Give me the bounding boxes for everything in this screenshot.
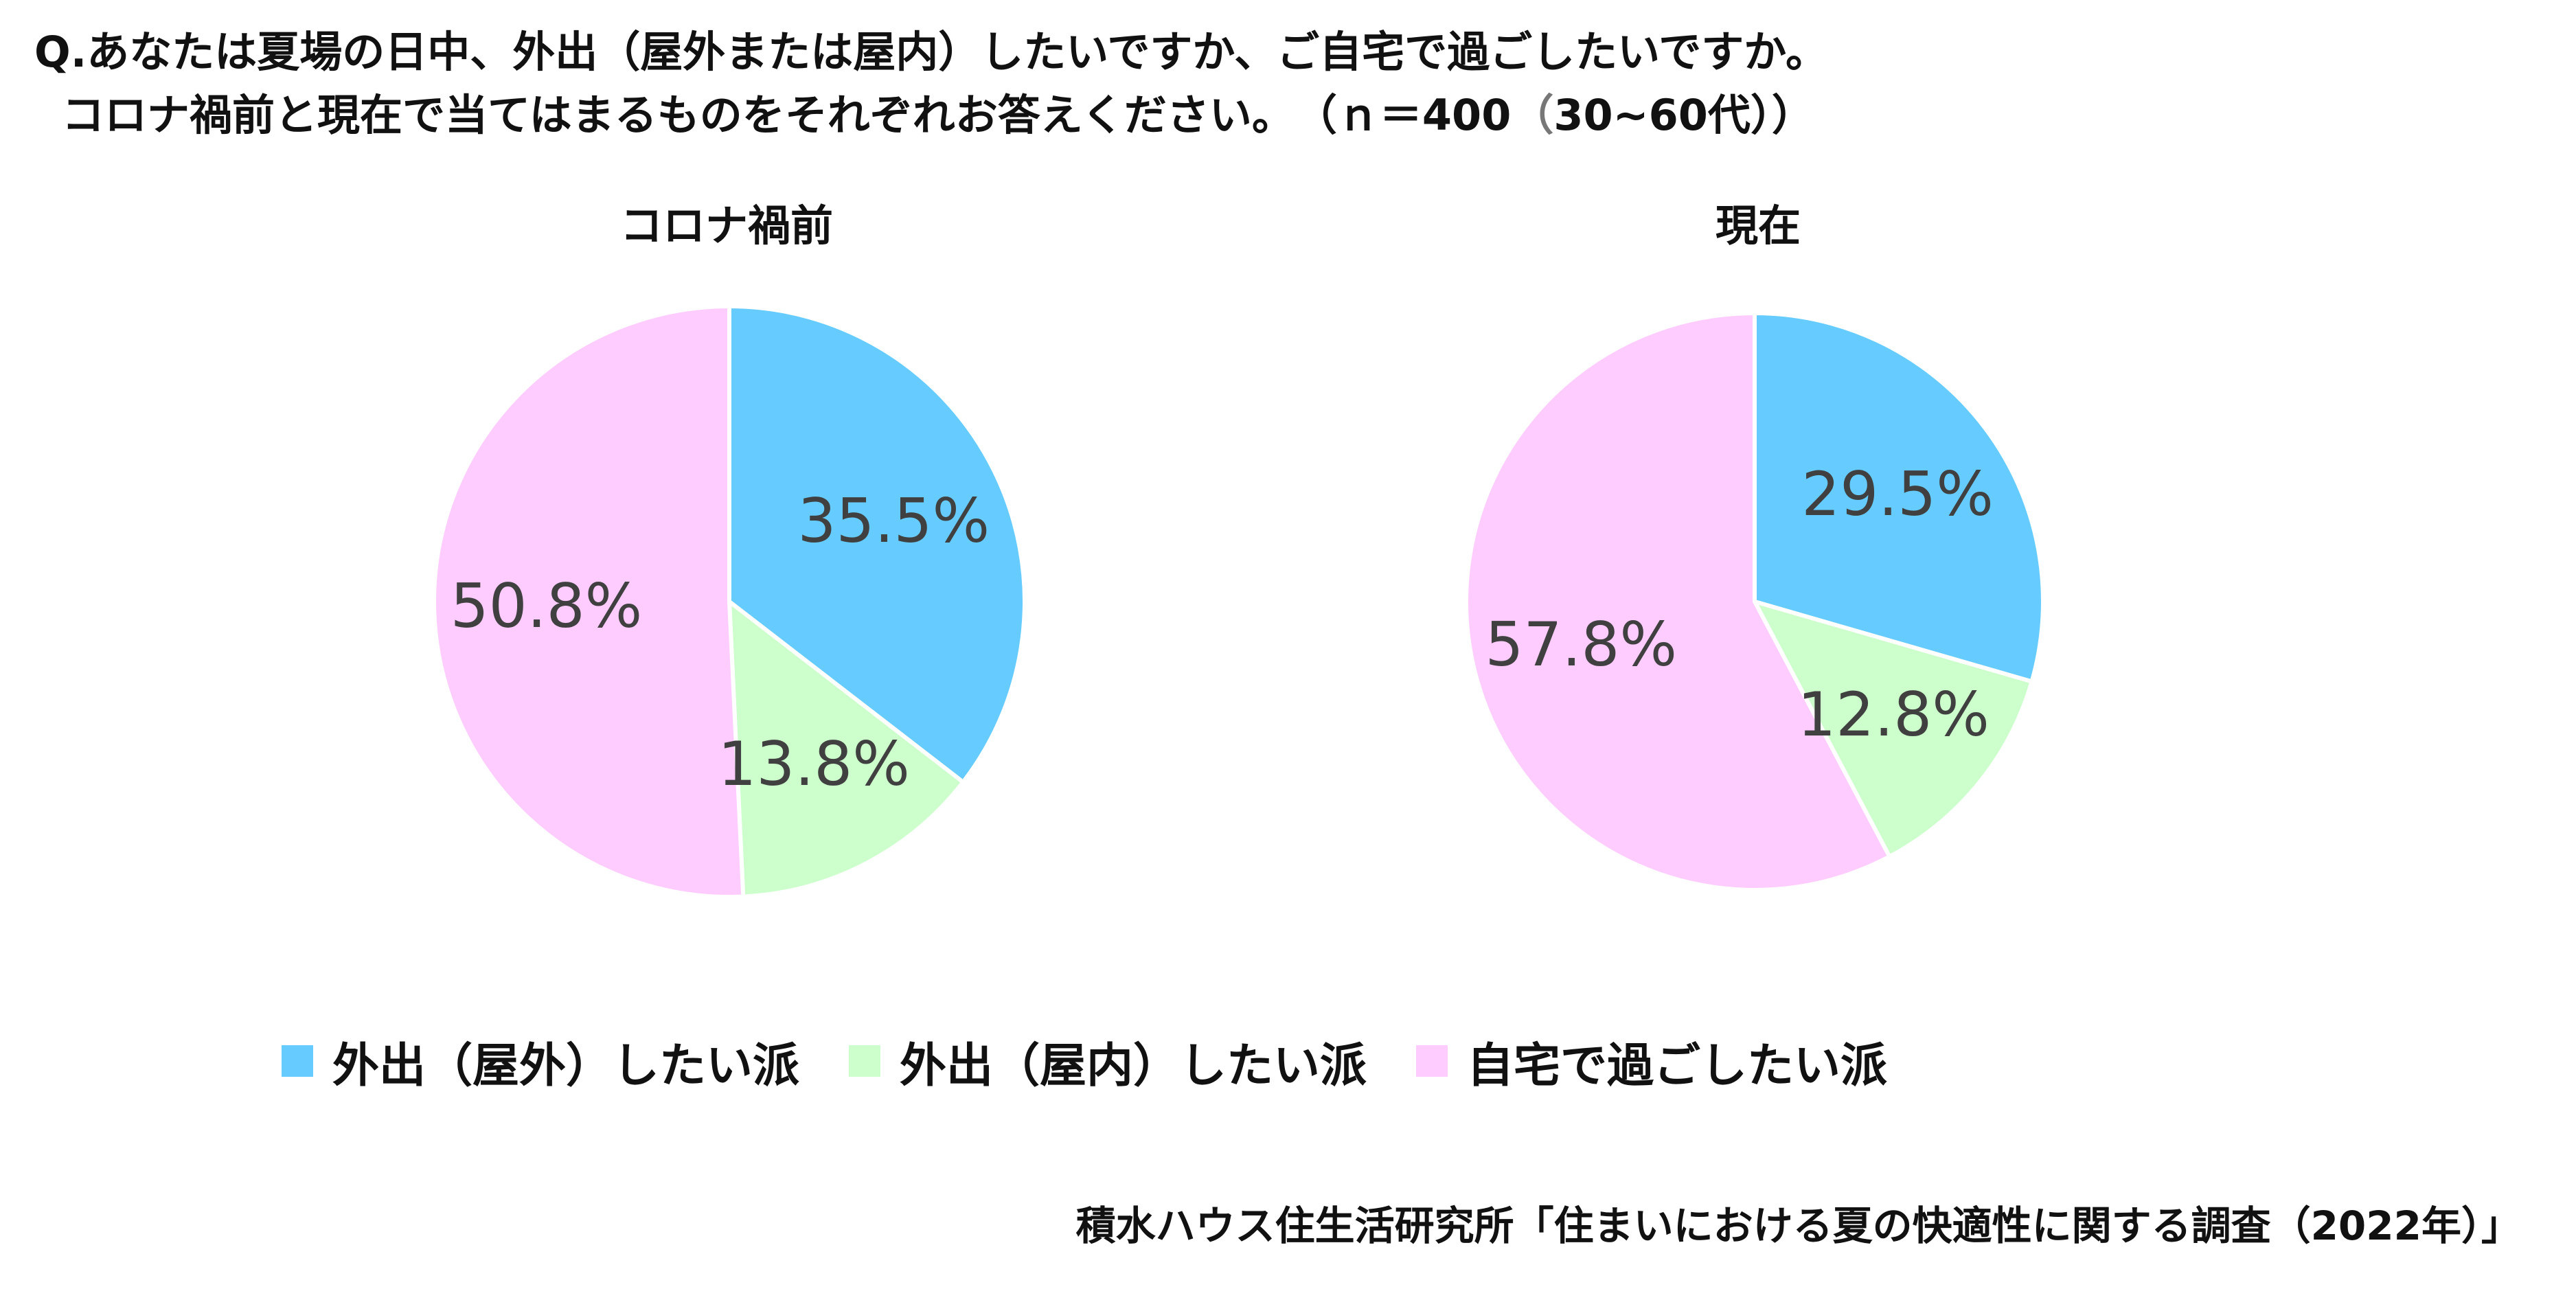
pie-slice-indoor	[1751, 598, 2035, 860]
data-label-indoor: 12.8%	[1797, 679, 1990, 750]
data-label-home: 50.8%	[451, 571, 643, 641]
data-label-outdoor: 29.5%	[1801, 459, 1994, 529]
age-open-paren: （	[1511, 90, 1554, 140]
legend-item-outdoor: 外出（屋外）したい派	[282, 1027, 799, 1095]
question-text: Q.あなたは夏場の日中、外出（屋外または屋内）したいですか、ご自宅で過ごしたいで…	[34, 21, 1828, 147]
age-group-label: 30~60代	[1553, 90, 1751, 140]
legend-swatch-indoor	[849, 1045, 881, 1077]
data-label-home: 57.8%	[1485, 609, 1677, 680]
legend-label-indoor: 外出（屋内）したい派	[900, 1038, 1367, 1093]
pie-slice-home	[1464, 310, 1893, 892]
legend-swatch-outdoor	[282, 1045, 313, 1077]
question-line-2: コロナ禍前と現在で当てはまるものをそれぞれお答えください。 （ｎ＝400（30~…	[34, 84, 1828, 147]
legend-label-home: 自宅で過ごしたい派	[1467, 1038, 1888, 1093]
pie-slice-home	[431, 304, 746, 899]
sample-size-label: （ｎ＝400	[1315, 90, 1512, 140]
legend: 外出（屋外）したい派 外出（屋内）したい派 自宅で過ごしたい派	[282, 1023, 1937, 1099]
legend-item-home: 自宅で過ごしたい派	[1416, 1027, 1887, 1095]
data-label-outdoor: 35.5%	[798, 486, 990, 556]
question-line-1: Q.あなたは夏場の日中、外出（屋外または屋内）したいですか、ご自宅で過ごしたいで…	[34, 27, 1829, 77]
pie-chart-before-covid: コロナ禍前 35.5% 13.8% 50.8%	[431, 201, 1027, 899]
legend-swatch-home	[1416, 1045, 1448, 1077]
chart-title-current: 現在	[1716, 201, 1801, 251]
data-label-indoor: 13.8%	[718, 729, 910, 799]
legend-label-outdoor: 外出（屋外）したい派	[332, 1038, 800, 1093]
pie-chart-current: 現在 29.5% 12.8% 57.8%	[1464, 201, 2045, 892]
chart-title-before-covid: コロナ禍前	[620, 201, 833, 251]
closing-parens: ））	[1750, 90, 1814, 140]
pie-slice-indoor	[727, 597, 966, 899]
source-citation: 積水ハウス住生活研究所「住まいにおける夏の快適性に関する調査（2022年）」	[1075, 1202, 2521, 1249]
pie-slice-outdoor	[727, 304, 1027, 786]
legend-item-indoor: 外出（屋内）したい派	[849, 1027, 1367, 1095]
question-line-2-main: コロナ禍前と現在で当てはまるものをそれぞれお答えください。	[62, 90, 1273, 140]
pie-slice-outdoor	[1753, 310, 2045, 685]
